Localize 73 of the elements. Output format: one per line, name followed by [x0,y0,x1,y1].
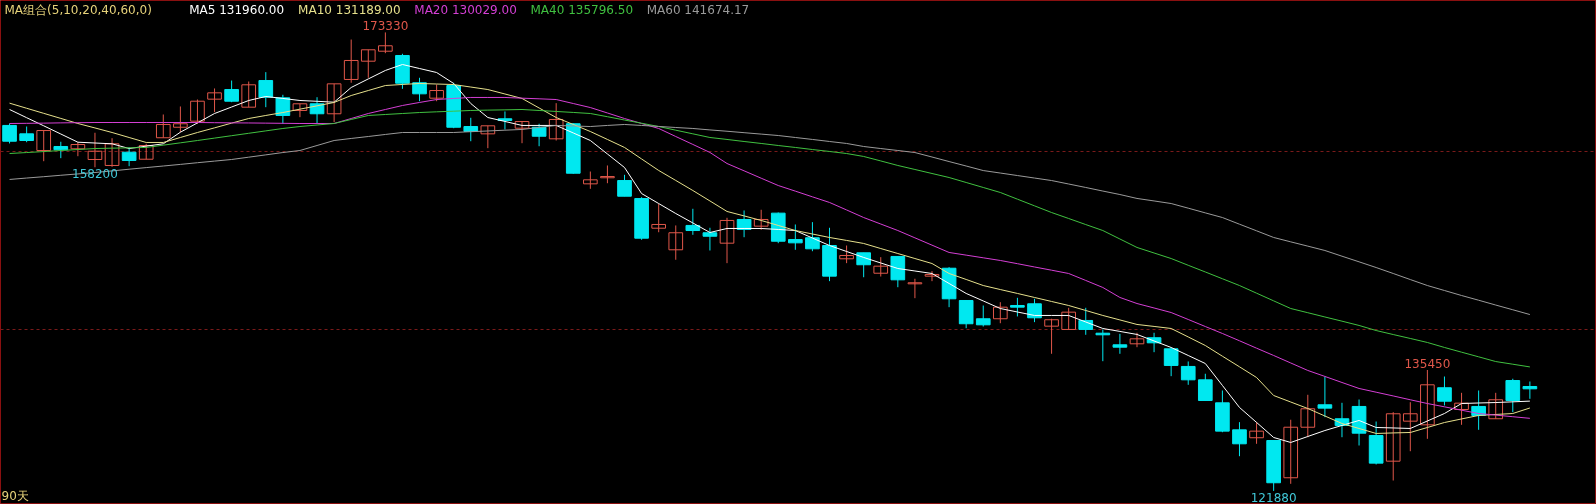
candlestick [907,278,923,299]
candlestick [788,223,803,251]
candlestick [190,99,205,125]
candlestick [1385,411,1401,482]
candlestick [668,224,684,261]
candlestick [514,121,530,144]
candlestick [360,49,376,79]
candlestick [36,130,52,162]
candlestick [173,105,188,133]
candlestick [207,87,222,113]
candlestick [685,208,701,236]
candlestick [1129,332,1145,348]
candlestick [856,252,871,278]
candlestick [975,304,991,328]
candlestick [992,301,1008,324]
candlestick [87,132,103,168]
candlestick [121,146,137,167]
candlestick [1437,376,1452,406]
text: MA10 131189.00 [298,2,401,17]
candlestick [1505,378,1521,413]
candlestick [155,113,171,139]
candlestick [1249,421,1264,445]
candlestick [378,31,393,54]
candlestick [1420,369,1435,440]
candlestick [1112,333,1128,355]
text: MA40 135796.50 [530,2,634,17]
candlestick [1061,307,1076,330]
candlestick [1232,421,1247,457]
annotation: 158200 [72,167,118,182]
candlestick [1488,392,1504,420]
candlestick [1454,392,1469,426]
candlestick [258,71,274,108]
candlestick [753,209,769,231]
candlestick [617,174,632,197]
candlestick [1402,401,1418,452]
candlestick [292,103,308,118]
candlestick [1300,394,1316,438]
candlestick [890,255,906,288]
chart-title: MA组合(5,10,20,40,60,0) [4,2,152,17]
candlestick [1044,318,1059,355]
annotation: 135450 [1404,357,1451,372]
candlestick [531,123,547,147]
candlestick [241,81,257,108]
candlestick [702,227,718,251]
candlestick [326,83,342,123]
annotation: 121880 [1250,490,1297,504]
candlestick [958,299,974,329]
candlestick [480,125,496,149]
candlestick [719,217,735,264]
candlestick [736,209,752,238]
candlestick [1010,297,1025,317]
candlestick [1180,360,1196,386]
candlestick [924,270,940,282]
candlestick [70,141,86,157]
candlestick [1317,376,1333,418]
candlestick [1027,298,1042,323]
text: MA60 141674.17 [646,2,750,17]
annotation: 173330 [362,19,409,34]
candlestick [1522,381,1538,400]
text: MA5 131960.00 [189,2,285,17]
candlestick [805,221,820,252]
candlestick [343,39,359,84]
candlestick [651,203,667,233]
candlestick [873,256,889,278]
candlestick [548,102,564,142]
annotation: 90天 [1,488,29,503]
candlestick [2,122,17,144]
candlestick [412,77,427,102]
candlestick [104,137,120,168]
candlestick [1197,373,1213,401]
candlestick [1163,346,1179,377]
candlestick [1283,419,1299,485]
text: MA20 130029.00 [414,2,517,17]
